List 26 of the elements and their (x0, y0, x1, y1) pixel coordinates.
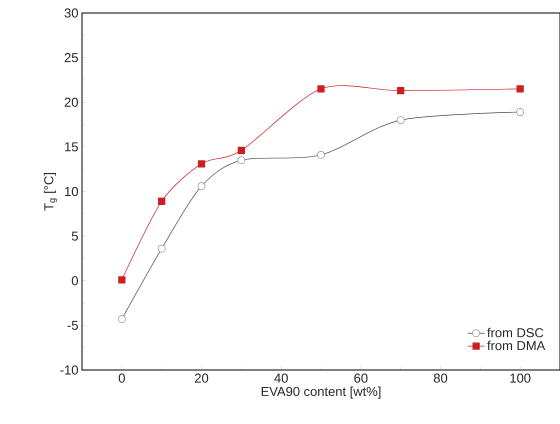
y-tick-label: 5 (72, 232, 78, 241)
x-tick-label: 100 (510, 374, 530, 383)
point (238, 146, 245, 154)
y-tick-label: 0 (72, 276, 78, 286)
x-tick-label: 80 (434, 374, 448, 383)
y-tick-label: 25 (64, 53, 78, 62)
point (516, 85, 524, 92)
y-tick-label: -5 (68, 320, 78, 330)
point (317, 85, 325, 92)
point (118, 276, 126, 284)
point (198, 160, 206, 168)
x-tick-label: 20 (194, 374, 208, 383)
y-tick-label: 15 (65, 142, 78, 152)
y-tick-label: 20 (64, 98, 78, 107)
legend-label: from DMA (487, 340, 546, 350)
point (158, 198, 166, 205)
legend-label: from DSC (487, 328, 544, 338)
x-tick-label: 0 (118, 374, 125, 383)
point (397, 87, 404, 94)
x-tick-label: 40 (274, 374, 288, 383)
x-axis-title: EVA90 content [wt%] (262, 386, 380, 399)
y-tick-label: 30 (64, 8, 78, 18)
y-tick-label: 10 (65, 186, 78, 196)
y-axis-title: T$_{g}$ [°C] (44, 173, 57, 211)
x-tick-label: 60 (354, 374, 368, 383)
y-tick-label: -10 (60, 365, 78, 375)
